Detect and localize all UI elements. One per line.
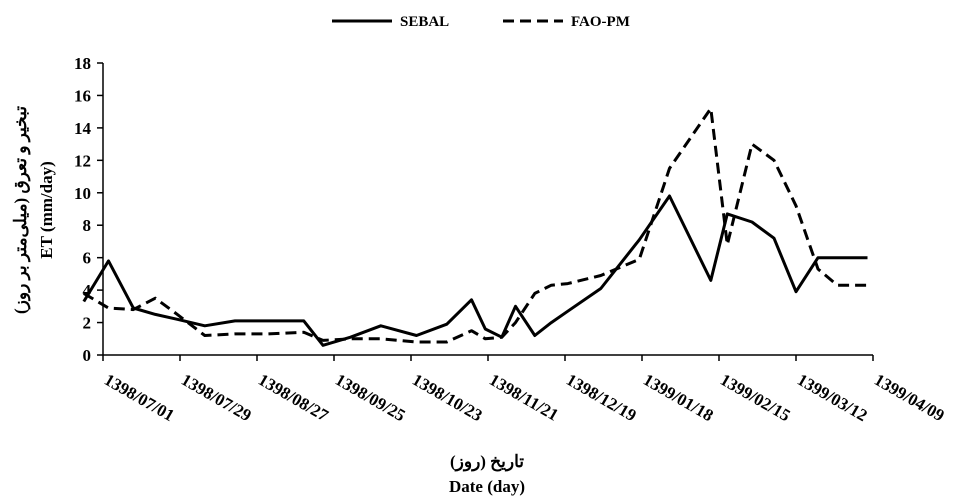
x-tick-label: 1399/03/12 bbox=[794, 370, 871, 425]
x-tick-label: 1399/01/18 bbox=[640, 370, 717, 425]
y-tick-label: 12 bbox=[74, 151, 91, 170]
series-line-fao-pm bbox=[83, 106, 868, 344]
y-tick-label: 18 bbox=[74, 54, 91, 73]
x-tick-label: 1398/07/29 bbox=[178, 370, 255, 425]
x-tick-label: 1398/07/01 bbox=[101, 370, 178, 425]
x-tick-label: 1399/04/09 bbox=[871, 370, 948, 425]
x-tick-label: 1398/12/19 bbox=[563, 370, 640, 425]
y-axis-title-en: ET (mm/day) bbox=[37, 161, 56, 258]
y-tick-label: 4 bbox=[83, 281, 92, 300]
x-axis-title-fa: تاریخ (روز) bbox=[450, 452, 524, 472]
x-tick-label: 1398/10/23 bbox=[409, 370, 486, 425]
y-tick-label: 6 bbox=[83, 249, 92, 268]
x-tick-label: 1398/08/27 bbox=[255, 370, 332, 425]
y-tick-label: 16 bbox=[74, 86, 91, 105]
x-axis-title-en: Date (day) bbox=[449, 477, 525, 496]
legend-label-sebal: SEBAL bbox=[400, 14, 449, 30]
x-tick-label: 1399/02/15 bbox=[717, 370, 794, 425]
legend-label-fao-pm: FAO-PM bbox=[571, 14, 630, 30]
x-tick-label: 1398/09/25 bbox=[332, 370, 409, 425]
x-tick-label: 1398/11/21 bbox=[486, 370, 562, 425]
y-tick-label: 2 bbox=[83, 314, 92, 333]
y-tick-label: 10 bbox=[74, 184, 91, 203]
y-axis-title-fa: تبخیر و تعرق (میلی‌متر بر روز) bbox=[11, 106, 31, 314]
y-tick-label: 0 bbox=[83, 346, 92, 365]
series-line-sebal bbox=[82, 194, 868, 347]
y-tick-label: 14 bbox=[74, 119, 92, 138]
y-tick-label: 8 bbox=[83, 216, 92, 235]
